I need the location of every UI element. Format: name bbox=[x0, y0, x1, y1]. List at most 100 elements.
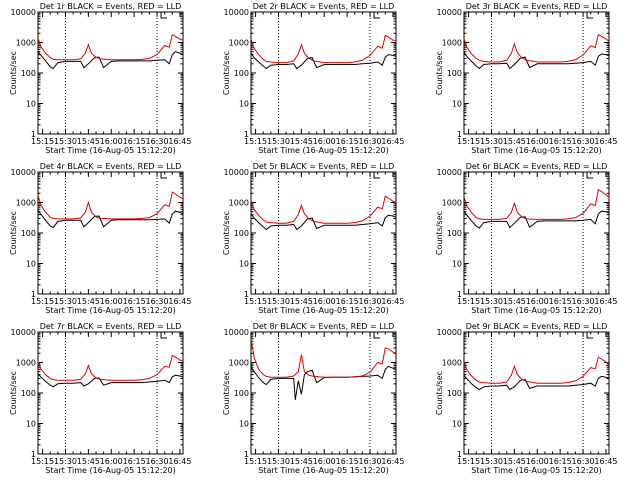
x-tick-label: 15:45 bbox=[503, 457, 526, 466]
y-tick-label: 10 bbox=[452, 260, 462, 269]
plot-frame bbox=[37, 331, 184, 455]
x-tick-label: 16:00 bbox=[100, 137, 123, 146]
x-axis-label: Start Time (16-Aug-05 15:12:20) bbox=[45, 306, 176, 315]
y-tick-label: 10 bbox=[452, 100, 462, 109]
x-tick-label: 15:45 bbox=[290, 457, 313, 466]
y-tick-label: 100 bbox=[234, 229, 249, 238]
x-tick-label: 16:15 bbox=[549, 137, 572, 146]
lld-series-line bbox=[37, 191, 184, 220]
x-tick-label: 15:45 bbox=[503, 137, 526, 146]
x-tick-label: 16:15 bbox=[549, 457, 572, 466]
panel-4: Det 4r BLACK = Events, RED = LLD 1 10 100 10… bbox=[9, 162, 191, 315]
x-axis-label: Start Time (16-Aug-05 15:12:20) bbox=[45, 466, 176, 475]
y-tick-label: 100 bbox=[447, 69, 462, 78]
y-tick-label: 1000 bbox=[16, 39, 36, 48]
x-tick-label: 15:15 bbox=[31, 297, 54, 306]
x-tick-label: 16:45 bbox=[594, 297, 617, 306]
y-tick-label: 100 bbox=[234, 389, 249, 398]
y-axis-label: Counts/sec bbox=[222, 211, 231, 255]
y-tick-label: 10 bbox=[239, 260, 249, 269]
x-tick-label: 15:45 bbox=[77, 457, 100, 466]
x-tick-label: 16:45 bbox=[594, 457, 617, 466]
y-tick-label: 100 bbox=[21, 69, 36, 78]
x-tick-label: 15:30 bbox=[267, 137, 290, 146]
y-tick-label: 10000 bbox=[11, 328, 36, 337]
plot-frame bbox=[463, 331, 610, 455]
x-tick-label: 15:30 bbox=[480, 137, 503, 146]
panel-5: Det 5r BLACK = Events, RED = LLD 1 10 100 10… bbox=[222, 162, 404, 315]
panel-title: Det 1r BLACK = Events, RED = LLD bbox=[40, 2, 182, 11]
y-tick-label: 1 bbox=[457, 290, 462, 299]
x-tick-label: 16:45 bbox=[168, 457, 191, 466]
lld-series-line bbox=[37, 354, 184, 381]
x-tick-label: 15:15 bbox=[457, 137, 480, 146]
x-tick-label: 16:30 bbox=[146, 137, 169, 146]
x-tick-label: 16:30 bbox=[572, 457, 595, 466]
x-tick-label: 16:00 bbox=[526, 457, 549, 466]
x-tick-label: 16:15 bbox=[336, 137, 359, 146]
x-axis-label: Start Time (16-Aug-05 15:12:20) bbox=[258, 466, 389, 475]
range-marker bbox=[160, 332, 168, 339]
x-axis-label: Start Time (16-Aug-05 15:12:20) bbox=[471, 146, 602, 155]
panel-title: Det 4r BLACK = Events, RED = LLD bbox=[40, 162, 182, 171]
x-tick-label: 16:00 bbox=[100, 457, 123, 466]
y-tick-label: 10 bbox=[239, 420, 249, 429]
panel-title: Det 7r BLACK = Events, RED = LLD bbox=[40, 322, 182, 331]
x-tick-label: 16:00 bbox=[526, 137, 549, 146]
x-tick-label: 15:15 bbox=[244, 297, 267, 306]
plot-frame bbox=[463, 11, 610, 135]
x-axis-label: Start Time (16-Aug-05 15:12:20) bbox=[471, 306, 602, 315]
lld-series-line bbox=[250, 34, 397, 64]
y-tick-label: 1000 bbox=[16, 199, 36, 208]
x-tick-label: 16:45 bbox=[381, 137, 404, 146]
y-tick-label: 10 bbox=[26, 100, 36, 109]
y-tick-label: 1000 bbox=[229, 359, 249, 368]
lld-series-line bbox=[463, 356, 610, 384]
x-tick-label: 16:00 bbox=[313, 297, 336, 306]
x-tick-label: 16:45 bbox=[594, 137, 617, 146]
x-tick-label: 16:15 bbox=[336, 297, 359, 306]
x-axis-label: Start Time (16-Aug-05 15:12:20) bbox=[258, 146, 389, 155]
range-marker bbox=[373, 172, 381, 179]
plot-frame bbox=[250, 11, 397, 135]
range-marker bbox=[160, 172, 168, 179]
events-series-line bbox=[37, 210, 184, 229]
panel-9: Det 9r BLACK = Events, RED = LLD 1 10 100 10… bbox=[435, 322, 617, 475]
x-tick-label: 16:00 bbox=[313, 137, 336, 146]
x-tick-label: 15:30 bbox=[480, 297, 503, 306]
y-axis-label: Counts/sec bbox=[9, 371, 18, 415]
panel-6: Det 6r BLACK = Events, RED = LLD 1 10 100 10… bbox=[435, 162, 617, 315]
events-series-line bbox=[37, 51, 184, 70]
y-tick-label: 10000 bbox=[224, 328, 249, 337]
plot-frame bbox=[37, 11, 184, 135]
events-series-line bbox=[250, 52, 397, 70]
x-tick-label: 16:30 bbox=[146, 457, 169, 466]
x-tick-label: 15:15 bbox=[457, 297, 480, 306]
events-series-line bbox=[37, 373, 184, 388]
panel-3: Det 3r BLACK = Events, RED = LLD 1 10 100 10… bbox=[435, 2, 617, 155]
x-tick-label: 15:30 bbox=[267, 457, 290, 466]
events-series-line bbox=[463, 210, 610, 229]
x-tick-label: 16:45 bbox=[381, 457, 404, 466]
x-tick-label: 16:30 bbox=[572, 297, 595, 306]
x-axis-label: Start Time (16-Aug-05 15:12:20) bbox=[471, 466, 602, 475]
panel-1: Det 1r BLACK = Events, RED = LLD 1 10 100 10… bbox=[9, 2, 191, 155]
y-tick-label: 1000 bbox=[229, 39, 249, 48]
x-tick-label: 15:45 bbox=[77, 297, 100, 306]
plot-frame bbox=[250, 171, 397, 295]
range-marker bbox=[373, 332, 381, 339]
plot-frame bbox=[250, 331, 397, 455]
lld-series-line bbox=[250, 338, 397, 378]
y-tick-label: 1000 bbox=[442, 39, 462, 48]
panel-title: Det 5r BLACK = Events, RED = LLD bbox=[253, 162, 395, 171]
y-tick-label: 10 bbox=[239, 100, 249, 109]
y-tick-label: 100 bbox=[21, 229, 36, 238]
x-tick-label: 16:30 bbox=[359, 137, 382, 146]
plot-frame bbox=[37, 171, 184, 295]
x-tick-label: 16:30 bbox=[572, 137, 595, 146]
panel-title: Det 3r BLACK = Events, RED = LLD bbox=[466, 2, 608, 11]
x-tick-label: 16:00 bbox=[526, 297, 549, 306]
x-axis-label: Start Time (16-Aug-05 15:12:20) bbox=[45, 146, 176, 155]
x-tick-label: 16:30 bbox=[359, 297, 382, 306]
x-tick-label: 16:15 bbox=[123, 457, 146, 466]
